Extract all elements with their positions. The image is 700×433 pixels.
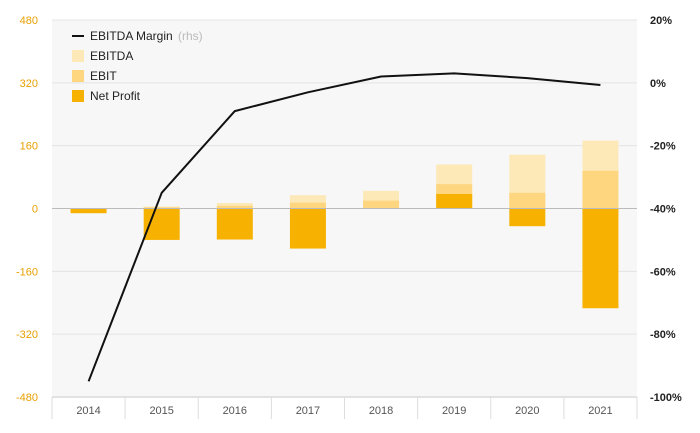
left-tick-label: 480 bbox=[20, 15, 38, 27]
bar-net-profit bbox=[509, 208, 546, 227]
bar-ebit bbox=[363, 200, 400, 209]
right-tick-label: -40% bbox=[650, 204, 676, 216]
legend-swatch-net-profit bbox=[72, 90, 84, 102]
x-tick-label: 2014 bbox=[76, 405, 100, 417]
legend-swatch-ebitda bbox=[72, 50, 84, 62]
bar-ebit bbox=[509, 192, 546, 209]
bar-ebit bbox=[289, 202, 326, 209]
bar-ebit bbox=[143, 207, 180, 209]
x-tick-label: 2017 bbox=[296, 405, 320, 417]
legend-label-ebit: EBIT bbox=[90, 69, 117, 83]
bar-series bbox=[70, 140, 619, 309]
right-tick-label: -80% bbox=[650, 329, 676, 341]
x-tick-label: 2015 bbox=[149, 405, 173, 417]
x-tick-label: 2016 bbox=[223, 405, 247, 417]
left-tick-label: -320 bbox=[16, 329, 38, 341]
legend-label-ebitda: EBITDA bbox=[90, 49, 133, 63]
x-tick-label: 2021 bbox=[588, 405, 612, 417]
legend-swatch-ebit bbox=[72, 70, 84, 82]
x-axis: 2014 2015 2016 2017 2018 2019 2020 2021 bbox=[51, 396, 638, 419]
margin-line bbox=[87, 72, 601, 382]
bar-net-profit bbox=[70, 208, 107, 214]
bar-net-profit bbox=[216, 208, 253, 240]
x-tick-label: 2019 bbox=[442, 405, 466, 417]
bar-net-profit bbox=[436, 193, 473, 209]
left-tick-label: -480 bbox=[16, 392, 38, 404]
line-ebitda-margin bbox=[87, 72, 601, 382]
bar-net-profit bbox=[289, 208, 326, 249]
bar-net-profit bbox=[582, 208, 619, 309]
right-tick-label: 0% bbox=[650, 78, 666, 90]
right-tick-label: -20% bbox=[650, 141, 676, 153]
bar-ebit bbox=[216, 205, 253, 209]
left-axis: 480 320 160 0 -160 -320 -480 bbox=[16, 15, 38, 404]
legend-label-net-profit: Net Profit bbox=[90, 89, 141, 103]
left-tick-label: 0 bbox=[32, 204, 38, 216]
left-tick-label: 320 bbox=[20, 78, 38, 90]
x-tick-label: 2018 bbox=[369, 405, 393, 417]
left-tick-label: -160 bbox=[16, 266, 38, 278]
right-axis: 20% 0% -20% -40% -60% -80% -100% bbox=[650, 15, 682, 404]
legend-label-ebitda-margin: EBITDA Margin bbox=[90, 29, 173, 43]
bar-ebit bbox=[582, 170, 619, 209]
legend-suffix-rhs: (rhs) bbox=[178, 29, 203, 43]
right-tick-label: -100% bbox=[650, 392, 682, 404]
left-tick-label: 160 bbox=[20, 141, 38, 153]
right-tick-label: -60% bbox=[650, 266, 676, 278]
right-tick-label: 20% bbox=[650, 15, 672, 27]
x-tick-label: 2020 bbox=[515, 405, 539, 417]
legend: EBITDA Margin (rhs) EBITDA EBIT Net Prof… bbox=[72, 29, 203, 103]
